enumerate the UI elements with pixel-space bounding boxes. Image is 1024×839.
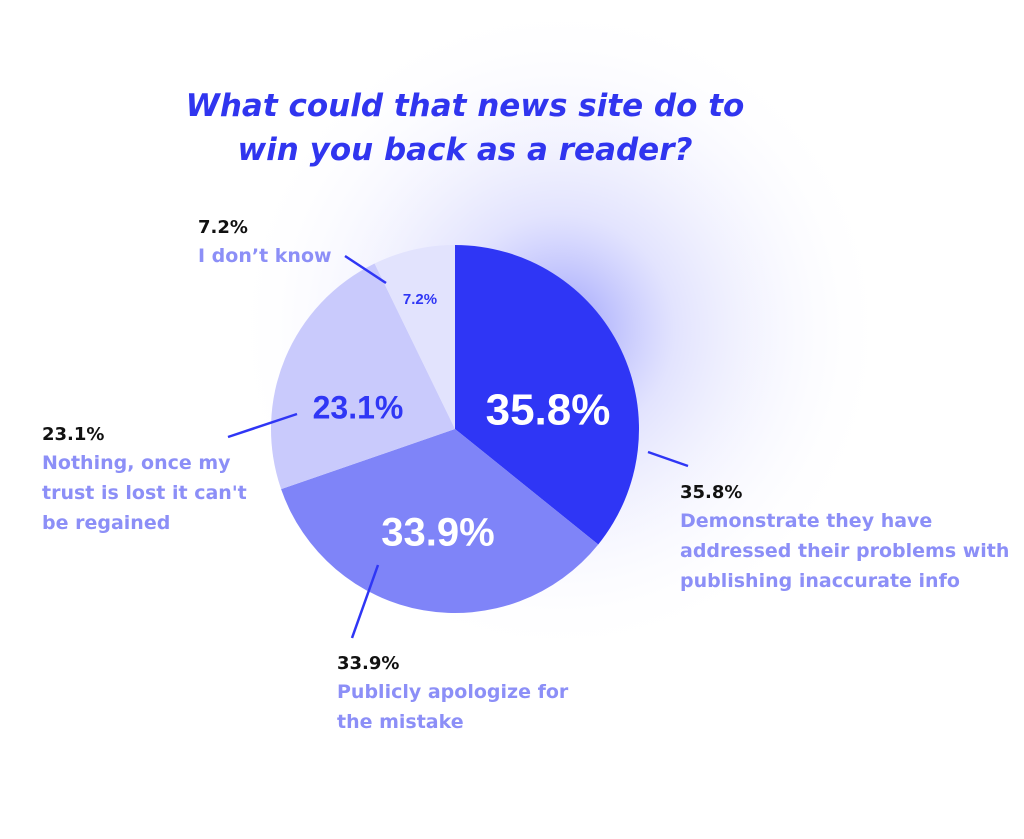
pie-slice: [455, 245, 640, 545]
pie-slice: [374, 245, 455, 429]
callout-value: 35.8%: [680, 482, 743, 503]
callout-category: I don’t know: [198, 245, 332, 267]
slice-label: 35.8%: [486, 386, 611, 435]
leader-line: [344, 254, 387, 285]
pie-slice: [271, 263, 455, 490]
slice-label: 23.1%: [313, 389, 404, 425]
callout-category: Demonstrate they have addressed their pr…: [680, 510, 1010, 592]
callout-value: 33.9%: [337, 653, 400, 674]
leader-line: [350, 564, 380, 639]
slice-label: 33.9%: [381, 511, 494, 555]
leader-line: [647, 450, 689, 468]
callout-value: 7.2%: [198, 217, 248, 238]
callout-category: Publicly apologize for the mistake: [337, 681, 569, 733]
leader-line: [227, 412, 298, 439]
callout-value: 23.1%: [42, 424, 105, 445]
pie-slice: [281, 429, 599, 613]
callout-category: Nothing, once my trust is lost it can't …: [42, 452, 247, 534]
slice-label: 7.2%: [403, 291, 437, 308]
leader-lines: [227, 254, 689, 639]
chart-title: What could that news site do to win you …: [185, 88, 745, 168]
